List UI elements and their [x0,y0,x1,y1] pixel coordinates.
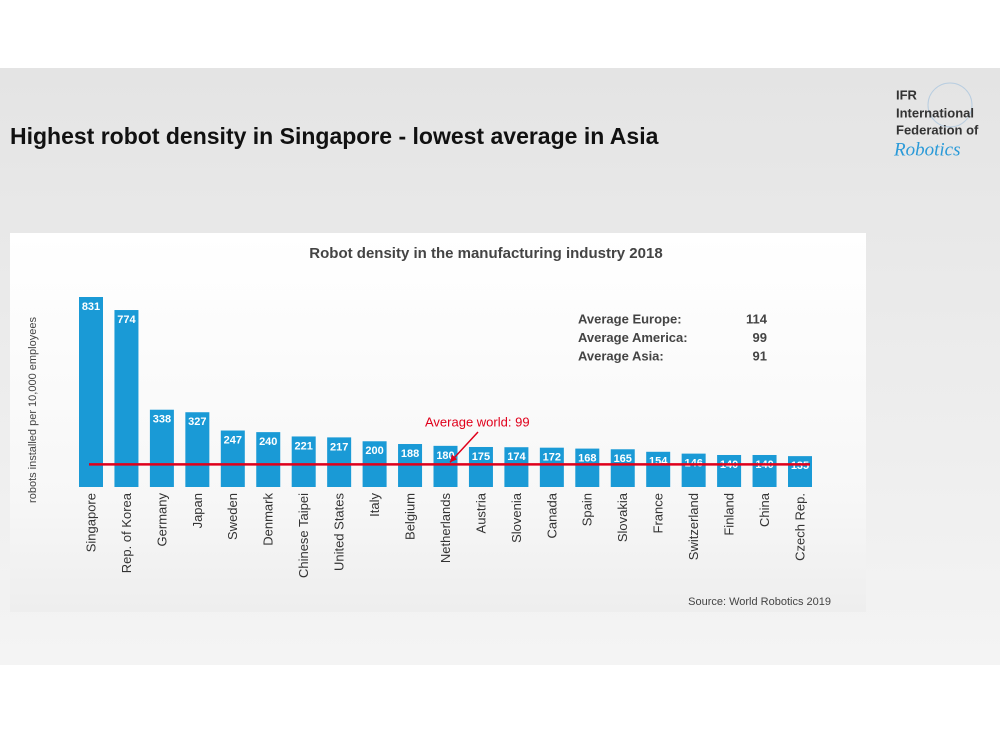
x-tick-label: Spain [580,493,595,526]
bar [114,310,139,487]
average-value: 91 [753,348,767,363]
bar [220,430,245,487]
bar [327,437,352,487]
x-tick-label: China [757,492,772,527]
value-label: 221 [295,440,313,452]
average-label: Average Asia: [578,348,664,363]
bar [256,432,281,487]
x-tick-label: Netherlands [438,493,453,564]
bar [646,451,671,487]
x-tick-label: Slovakia [615,492,630,542]
x-tick-label: France [651,493,666,533]
x-tick-label: Canada [544,492,559,538]
bar [185,412,210,487]
x-tick-label: Czech Rep. [792,493,807,561]
bar [752,454,777,487]
bar [433,445,458,487]
value-label: 247 [224,434,242,446]
x-tick-label: Finland [722,493,737,536]
value-label: 165 [614,453,632,465]
bar [575,448,600,487]
arrow-head [450,454,457,463]
annotation: Average world: 99 [425,414,530,429]
bar [788,456,812,487]
value-label: 135 [791,460,809,472]
value-label: 154 [649,456,668,468]
y-axis-label: robots installed per 10,000 employees [27,317,39,503]
value-label: 188 [401,448,419,460]
logo-text: Federation of [896,122,979,137]
average-value: 99 [753,330,767,345]
value-label: 327 [188,416,206,428]
value-label: 175 [472,451,490,463]
logo-text: IFR [896,87,918,102]
logo-text: Robotics [893,139,961,160]
value-label: 240 [259,436,277,448]
value-label: 180 [436,450,454,462]
value-label: 172 [543,452,561,464]
value-label: 774 [117,314,136,326]
bar [539,447,564,487]
bar [610,449,635,487]
x-tick-label: Rep. of Korea [119,492,134,573]
bar [504,447,529,487]
bar [79,297,103,487]
x-tick-label: Belgium [402,493,417,540]
x-tick-label: United States [332,493,347,572]
bar [717,454,742,487]
value-label: 338 [153,414,171,426]
value-label: 200 [365,445,383,457]
x-tick-label: Singapore [83,493,98,552]
value-label: 217 [330,441,348,453]
bar [149,409,174,487]
logo-text: International [896,105,974,120]
bar [681,453,706,487]
x-tick-label: Austria [473,492,488,533]
x-tick-label: Chinese Taipei [296,493,311,578]
value-label: 168 [578,452,596,464]
bar [468,446,493,487]
x-tick-label: Germany [154,493,169,547]
bar [291,436,316,487]
source: Source: World Robotics 2019 [688,596,831,608]
slide-title: Highest robot density in Singapore - low… [10,123,659,149]
value-label: 174 [507,451,526,463]
average-label: Average America: [578,330,688,345]
x-tick-label: Italy [367,493,382,517]
average-label: Average Europe: [578,311,682,326]
x-tick-label: Denmark [261,493,276,546]
logo-globe [927,82,973,128]
x-tick-label: Switzerland [686,493,701,560]
average-value: 114 [746,311,768,326]
value-label: 831 [82,301,100,313]
x-tick-label: Sweden [225,493,240,540]
x-tick-label: Slovenia [509,492,524,543]
chart-title: Robot density in the manufacturing indus… [309,245,662,262]
x-tick-label: Japan [190,493,205,528]
